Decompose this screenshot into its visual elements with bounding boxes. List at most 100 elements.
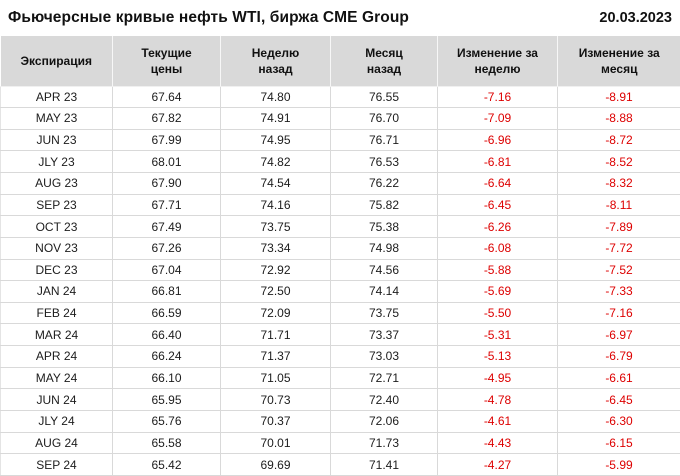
cell-expiration: NOV 23 bbox=[0, 236, 113, 260]
cell-expiration: APR 23 bbox=[0, 85, 113, 109]
cell-month-ago: 76.70 bbox=[330, 107, 438, 130]
cell-current: 66.40 bbox=[112, 323, 221, 346]
cell-week-ago: 70.01 bbox=[220, 431, 331, 455]
cell-change-week: -4.95 bbox=[437, 366, 558, 390]
futures-table-body: APR 23 67.64 74.80 76.55 -7.16 -8.91 MAY 23 67.… bbox=[0, 85, 680, 476]
cell-month-ago: 71.41 bbox=[330, 453, 438, 476]
cell-change-week: -7.16 bbox=[437, 85, 558, 109]
cell-current: 67.71 bbox=[112, 193, 221, 217]
cell-current: 65.58 bbox=[112, 431, 221, 455]
cell-expiration: SEP 24 bbox=[0, 453, 113, 476]
cell-month-ago: 73.37 bbox=[330, 323, 438, 346]
cell-change-week: -6.08 bbox=[437, 236, 558, 260]
table-row: JLY 23 68.01 74.82 76.53 -6.81 -8.52 bbox=[0, 150, 680, 173]
cell-month-ago: 76.22 bbox=[330, 172, 438, 195]
cell-expiration: JAN 24 bbox=[0, 280, 113, 303]
table-row: JUN 24 65.95 70.73 72.40 -4.78 -6.45 bbox=[0, 388, 680, 411]
table-row: JUN 23 67.99 74.95 76.71 -6.96 -8.72 bbox=[0, 128, 680, 152]
col-header-month-ago: Месяц назад bbox=[330, 36, 438, 87]
cell-week-ago: 74.82 bbox=[220, 150, 331, 173]
cell-change-week: -4.43 bbox=[437, 431, 558, 455]
cell-change-week: -6.45 bbox=[437, 193, 558, 217]
cell-month-ago: 76.53 bbox=[330, 150, 438, 173]
table-row: AUG 23 67.90 74.54 76.22 -6.64 -8.32 bbox=[0, 172, 680, 195]
table-row: DEC 23 67.04 72.92 74.56 -5.88 -7.52 bbox=[0, 258, 680, 282]
cell-week-ago: 71.71 bbox=[220, 323, 331, 346]
cell-change-week: -6.96 bbox=[437, 128, 558, 152]
cell-change-week: -4.61 bbox=[437, 409, 558, 433]
cell-week-ago: 72.09 bbox=[220, 301, 331, 325]
cell-current: 67.26 bbox=[112, 236, 221, 260]
cell-month-ago: 75.82 bbox=[330, 193, 438, 217]
cell-week-ago: 74.91 bbox=[220, 107, 331, 130]
titlebar: Фьючерсные кривые нефть WTI, биржа CME G… bbox=[0, 0, 680, 36]
col-header-expiration: Экспирация bbox=[0, 36, 113, 87]
table-row: OCT 23 67.49 73.75 75.38 -6.26 -7.89 bbox=[0, 215, 680, 238]
cell-expiration: APR 24 bbox=[0, 345, 113, 368]
cell-change-week: -5.69 bbox=[437, 280, 558, 303]
cell-change-week: -5.88 bbox=[437, 258, 558, 282]
cell-week-ago: 72.92 bbox=[220, 258, 331, 282]
table-row: APR 23 67.64 74.80 76.55 -7.16 -8.91 bbox=[0, 85, 680, 109]
cell-expiration: JUN 23 bbox=[0, 128, 113, 152]
cell-week-ago: 73.75 bbox=[220, 215, 331, 238]
page-title: Фьючерсные кривые нефть WTI, биржа CME G… bbox=[8, 9, 409, 26]
cell-week-ago: 70.37 bbox=[220, 409, 331, 433]
cell-month-ago: 72.06 bbox=[330, 409, 438, 433]
table-row: SEP 23 67.71 74.16 75.82 -6.45 -8.11 bbox=[0, 193, 680, 217]
table-row: JLY 24 65.76 70.37 72.06 -4.61 -6.30 bbox=[0, 409, 680, 433]
cell-change-week: -5.13 bbox=[437, 345, 558, 368]
cell-week-ago: 74.95 bbox=[220, 128, 331, 152]
cell-change-month: -7.72 bbox=[557, 236, 680, 260]
cell-month-ago: 76.55 bbox=[330, 85, 438, 109]
cell-change-month: -8.91 bbox=[557, 85, 680, 109]
cell-expiration: SEP 23 bbox=[0, 193, 113, 217]
cell-current: 68.01 bbox=[112, 150, 221, 173]
table-row: JAN 24 66.81 72.50 74.14 -5.69 -7.33 bbox=[0, 280, 680, 303]
col-header-change-month: Изменение за месяц bbox=[557, 36, 680, 87]
cell-change-month: -8.72 bbox=[557, 128, 680, 152]
table-row: MAR 24 66.40 71.71 73.37 -5.31 -6.97 bbox=[0, 323, 680, 346]
cell-current: 65.42 bbox=[112, 453, 221, 476]
cell-change-week: -4.27 bbox=[437, 453, 558, 476]
cell-expiration: OCT 23 bbox=[0, 215, 113, 238]
cell-week-ago: 74.80 bbox=[220, 85, 331, 109]
cell-current: 65.95 bbox=[112, 388, 221, 411]
cell-expiration: MAY 23 bbox=[0, 107, 113, 130]
cell-expiration: DEC 23 bbox=[0, 258, 113, 282]
cell-expiration: JLY 24 bbox=[0, 409, 113, 433]
cell-change-week: -5.50 bbox=[437, 301, 558, 325]
cell-week-ago: 71.05 bbox=[220, 366, 331, 390]
table-header-row: Экспирация Текущие цены Неделю назад Мес… bbox=[0, 36, 680, 87]
cell-current: 67.49 bbox=[112, 215, 221, 238]
cell-change-month: -8.52 bbox=[557, 150, 680, 173]
table-row: SEP 24 65.42 69.69 71.41 -4.27 -5.99 bbox=[0, 453, 680, 476]
cell-change-month: -7.52 bbox=[557, 258, 680, 282]
futures-table: Экспирация Текущие цены Неделю назад Мес… bbox=[0, 36, 680, 476]
cell-expiration: JUN 24 bbox=[0, 388, 113, 411]
cell-month-ago: 74.56 bbox=[330, 258, 438, 282]
cell-expiration: MAY 24 bbox=[0, 366, 113, 390]
cell-week-ago: 69.69 bbox=[220, 453, 331, 476]
cell-change-month: -6.97 bbox=[557, 323, 680, 346]
table-row: AUG 24 65.58 70.01 71.73 -4.43 -6.15 bbox=[0, 431, 680, 455]
cell-current: 67.04 bbox=[112, 258, 221, 282]
cell-expiration: FEB 24 bbox=[0, 301, 113, 325]
cell-change-month: -8.11 bbox=[557, 193, 680, 217]
cell-month-ago: 71.73 bbox=[330, 431, 438, 455]
cell-expiration: AUG 23 bbox=[0, 172, 113, 195]
col-header-change-week: Изменение за неделю bbox=[437, 36, 558, 87]
cell-change-month: -8.88 bbox=[557, 107, 680, 130]
cell-change-month: -7.33 bbox=[557, 280, 680, 303]
cell-change-week: -4.78 bbox=[437, 388, 558, 411]
cell-month-ago: 73.75 bbox=[330, 301, 438, 325]
cell-change-month: -6.15 bbox=[557, 431, 680, 455]
cell-month-ago: 76.71 bbox=[330, 128, 438, 152]
cell-change-month: -7.89 bbox=[557, 215, 680, 238]
cell-month-ago: 75.38 bbox=[330, 215, 438, 238]
table-row: APR 24 66.24 71.37 73.03 -5.13 -6.79 bbox=[0, 345, 680, 368]
cell-change-month: -6.79 bbox=[557, 345, 680, 368]
cell-current: 66.59 bbox=[112, 301, 221, 325]
cell-expiration: JLY 23 bbox=[0, 150, 113, 173]
